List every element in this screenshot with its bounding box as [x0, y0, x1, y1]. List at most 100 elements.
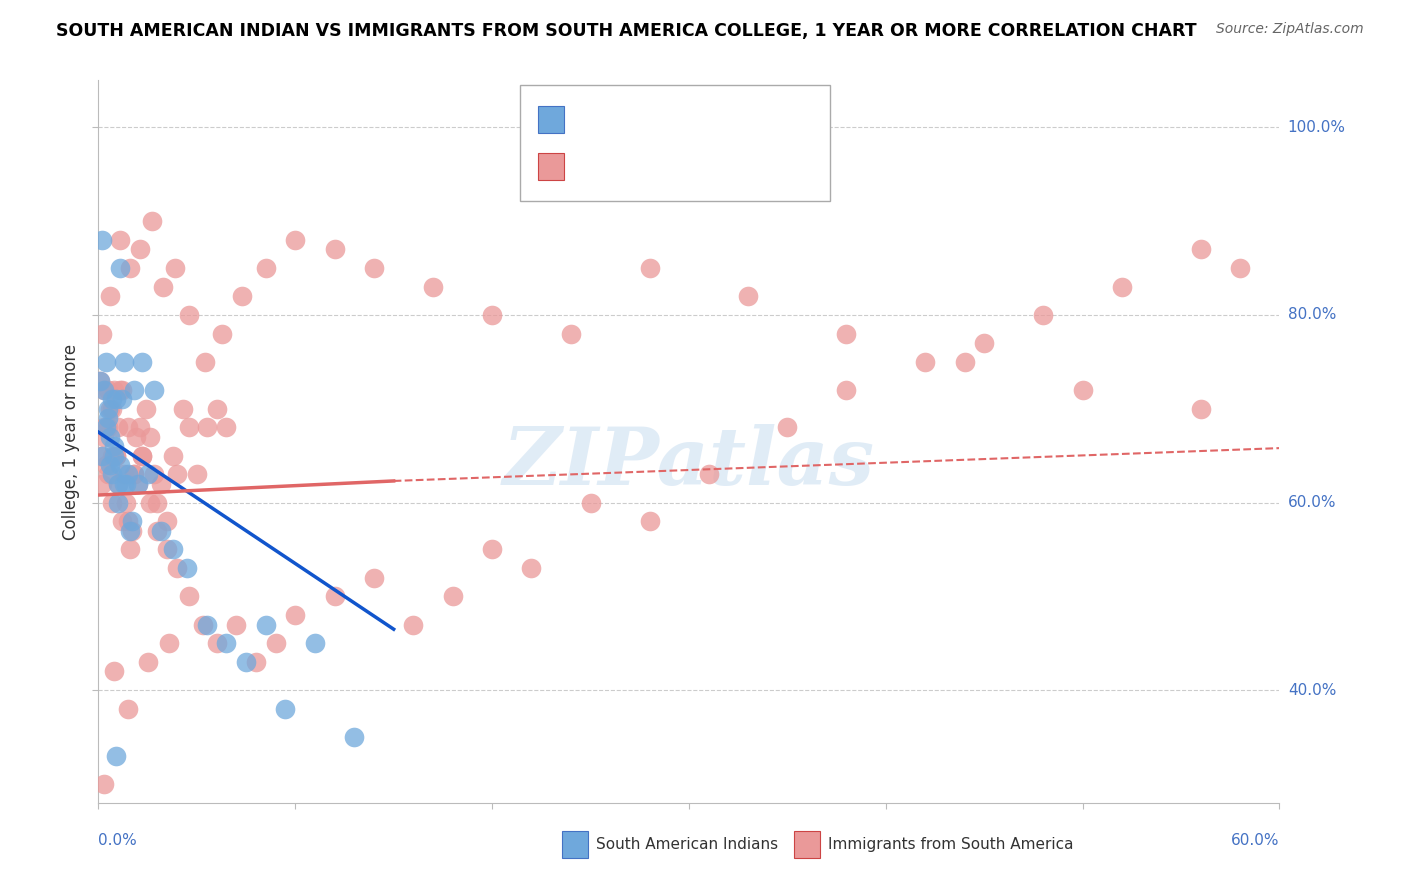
Point	[422, 279, 444, 293]
Point	[481, 308, 503, 322]
Point	[128, 242, 150, 256]
Point	[152, 279, 174, 293]
Point	[776, 420, 799, 434]
Point	[103, 449, 125, 463]
Point	[105, 748, 128, 763]
Point	[128, 420, 150, 434]
Point	[215, 636, 238, 650]
Point	[304, 636, 326, 650]
Point	[122, 383, 145, 397]
Point	[98, 430, 121, 444]
Point	[215, 420, 238, 434]
Point	[117, 420, 139, 434]
Point	[638, 260, 661, 275]
Point	[98, 401, 121, 416]
Point	[737, 289, 759, 303]
Point	[195, 617, 218, 632]
Point	[441, 590, 464, 604]
Point	[131, 449, 153, 463]
Point	[162, 542, 184, 557]
Point	[101, 401, 124, 416]
Point	[105, 449, 128, 463]
Point	[323, 590, 346, 604]
Point	[150, 524, 173, 538]
Point	[481, 542, 503, 557]
Text: -0.236: -0.236	[612, 111, 671, 128]
Point	[245, 655, 267, 669]
Point	[156, 542, 179, 557]
Point	[150, 476, 173, 491]
Text: 60.0%: 60.0%	[1232, 833, 1279, 848]
Point	[111, 392, 134, 407]
Point	[195, 420, 218, 434]
Point	[343, 730, 366, 744]
Point	[121, 524, 143, 538]
Point	[177, 590, 200, 604]
Point	[1229, 260, 1251, 275]
Point	[108, 383, 131, 397]
Point	[98, 289, 121, 303]
Text: 0.064: 0.064	[612, 157, 664, 175]
Point	[96, 458, 118, 472]
Point	[101, 449, 124, 463]
Point	[211, 326, 233, 341]
Point	[141, 214, 163, 228]
Point	[98, 458, 121, 472]
Point	[101, 467, 124, 482]
Text: ZIPatlas: ZIPatlas	[503, 425, 875, 502]
Point	[225, 617, 247, 632]
Point	[172, 401, 194, 416]
Text: 100.0%: 100.0%	[1288, 120, 1346, 135]
Text: N =: N =	[688, 111, 724, 128]
Point	[157, 636, 180, 650]
Point	[112, 476, 135, 491]
Point	[138, 430, 160, 444]
Point	[136, 655, 159, 669]
Point	[166, 561, 188, 575]
Point	[973, 336, 995, 351]
Point	[131, 449, 153, 463]
Point	[1189, 242, 1212, 256]
Point	[97, 401, 120, 416]
Point	[186, 467, 208, 482]
Point	[115, 495, 138, 509]
Point	[264, 636, 287, 650]
Point	[96, 355, 118, 369]
Point	[138, 495, 160, 509]
Point	[136, 467, 159, 482]
Point	[97, 420, 120, 434]
Point	[697, 467, 720, 482]
Point	[835, 326, 858, 341]
Point	[89, 374, 111, 388]
Point	[107, 495, 129, 509]
Point	[638, 514, 661, 528]
Point	[142, 383, 165, 397]
Point	[112, 355, 135, 369]
Point	[112, 467, 135, 482]
Point	[93, 430, 115, 444]
Point	[97, 383, 120, 397]
Text: 40.0%: 40.0%	[1288, 682, 1336, 698]
Point	[117, 467, 139, 482]
Point	[363, 571, 385, 585]
Point	[107, 420, 129, 434]
Text: R =: R =	[572, 111, 609, 128]
Text: Immigrants from South America: Immigrants from South America	[828, 838, 1074, 852]
Point	[191, 617, 214, 632]
Y-axis label: College, 1 year or more: College, 1 year or more	[62, 343, 80, 540]
Point	[117, 702, 139, 716]
Point	[118, 524, 141, 538]
Point	[142, 467, 165, 482]
Point	[914, 355, 936, 369]
Point	[1071, 383, 1094, 397]
Point	[97, 467, 120, 482]
Point	[166, 467, 188, 482]
Point	[108, 233, 131, 247]
Point	[111, 514, 134, 528]
Point	[107, 476, 129, 491]
Point	[122, 467, 145, 482]
Text: 0.0%: 0.0%	[98, 833, 138, 848]
Point	[103, 383, 125, 397]
Point	[135, 401, 157, 416]
Point	[91, 449, 114, 463]
